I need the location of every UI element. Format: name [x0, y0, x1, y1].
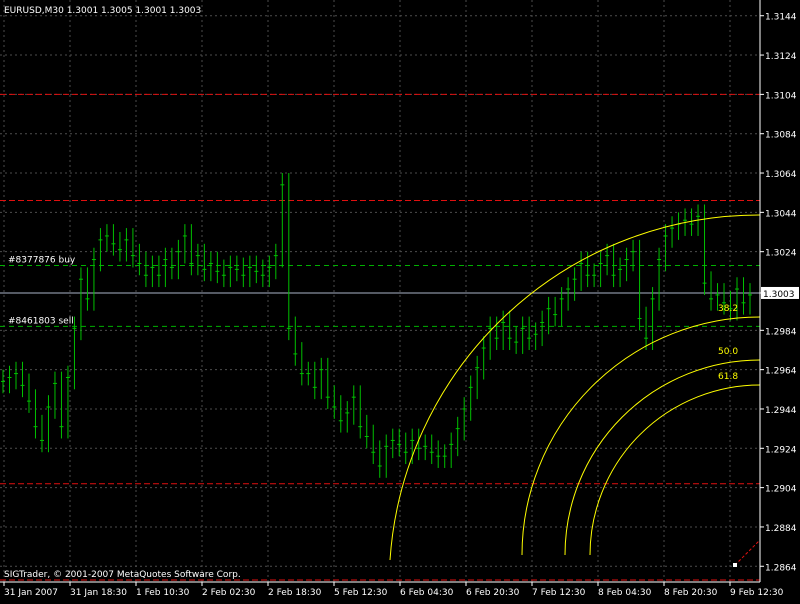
y-tick-label: 1.3124 — [765, 52, 797, 62]
copyright-label: SIGTrader, © 2001-2007 MetaQuotes Softwa… — [4, 570, 241, 580]
x-tick-label: 31 Jan 2007 — [4, 588, 58, 598]
fibo-arc[interactable] — [521, 316, 761, 556]
fibonacci-arcs[interactable] — [389, 214, 761, 567]
x-tick-label: 9 Feb 12:30 — [730, 588, 784, 598]
x-tick-label: 8 Feb 20:30 — [664, 588, 718, 598]
order-label: #8461803 sell — [8, 316, 74, 326]
x-tick-label: 7 Feb 12:30 — [532, 588, 586, 598]
y-tick-label: 1.2984 — [765, 327, 797, 337]
y-tick-label: 1.2864 — [765, 563, 797, 573]
fibo-label: 61.8 — [718, 372, 738, 382]
y-tick-label: 1.2884 — [765, 524, 797, 534]
y-tick-label: 1.3104 — [765, 91, 797, 101]
labels: #8377876 buy #8461803 sell 61.8 50.0 38.2 EUR… — [4, 6, 738, 580]
x-tick-label: 8 Feb 04:30 — [598, 588, 652, 598]
fibo-arc[interactable] — [589, 384, 761, 556]
x-tick-label: 31 Jan 18:30 — [70, 588, 127, 598]
y-tick-label: 1.2904 — [765, 485, 797, 495]
fibo-arc-100[interactable] — [389, 214, 761, 561]
y-tick-label: 1.3144 — [765, 13, 797, 23]
y-tick-label: 1.2924 — [765, 445, 797, 455]
y-tick-label: 1.3044 — [765, 209, 797, 219]
current-price-label: 1.3003 — [763, 290, 795, 300]
fibo-label: 50.0 — [718, 347, 738, 357]
candles — [1, 173, 752, 478]
x-tick-label: 6 Feb 04:30 — [400, 588, 454, 598]
current-price-box — [761, 286, 799, 299]
y-tick-label: 1.3024 — [765, 249, 797, 259]
x-tick-label: 2 Feb 18:30 — [268, 588, 322, 598]
x-tick-label: 2 Feb 02:30 — [202, 588, 256, 598]
trend-line[interactable] — [734, 539, 761, 566]
x-tick-label: 6 Feb 20:30 — [466, 588, 520, 598]
y-tick-label: 1.3064 — [765, 170, 797, 180]
fibo-label: 38.2 — [718, 304, 738, 314]
y-tick-label: 1.3084 — [765, 131, 797, 141]
y-tick-label: 1.2964 — [765, 367, 797, 377]
order-label: #8377876 buy — [8, 255, 76, 265]
grid — [0, 0, 760, 582]
trend-anchor[interactable] — [733, 563, 737, 567]
chart-header: EURUSD,M30 1.3001 1.3005 1.3001 1.3003 — [4, 6, 201, 16]
y-tick-label: 1.2944 — [765, 406, 797, 416]
x-tick-label: 5 Feb 12:30 — [334, 588, 388, 598]
x-tick-label: 1 Feb 10:30 — [136, 588, 190, 598]
fibo-arc[interactable] — [564, 359, 761, 556]
